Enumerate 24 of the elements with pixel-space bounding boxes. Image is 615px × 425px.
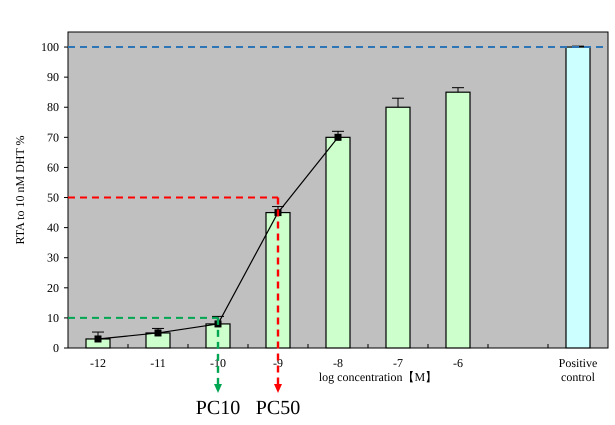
y-axis-title: RTA to 10 nM DHT % [13,135,27,245]
x-tick-label: -12 [90,356,106,370]
y-tick-label: 20 [47,280,59,295]
y-tick-label: 80 [47,100,59,114]
point [154,329,162,336]
y-tick-label: 100 [41,40,59,54]
x-tick-label: -8 [333,356,343,370]
y-tick-label: 10 [47,310,59,325]
y-tick-label: 70 [47,130,59,144]
y-tick-label: 40 [47,220,59,235]
y-tick-label: 30 [47,250,59,265]
x-tick-label: -11 [150,356,166,370]
y-tick-label: 90 [47,70,59,84]
x-tick-label: -7 [393,356,403,370]
x-axis-title: log concentration【M】 [318,370,438,384]
x-tick-label: -6 [453,356,463,370]
annotation: PC10 [196,397,240,419]
y-tick-label: 50 [47,190,59,205]
annotation: PC50 [256,397,300,419]
y-tick-label: 0 [53,341,59,355]
y-tick-label: 60 [47,160,59,174]
point [94,335,102,342]
point [334,134,342,141]
x-tick-label: Positive control [558,356,598,384]
